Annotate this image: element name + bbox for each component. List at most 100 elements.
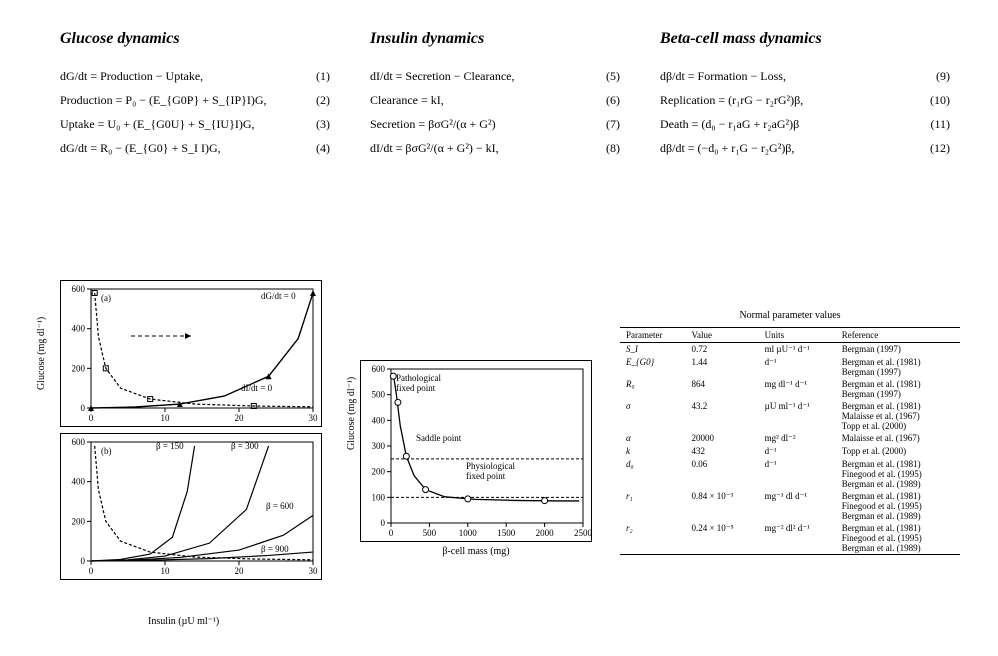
svg-text:600: 600 — [72, 437, 86, 447]
equation-number: (8) — [606, 136, 620, 160]
table-cell: 43.2 — [685, 400, 758, 432]
table-cell: α — [620, 432, 685, 445]
table-row: r₂0.24 × 10⁻⁵mg⁻² dl² d⁻¹Bergman et al. … — [620, 522, 960, 555]
svg-text:1000: 1000 — [459, 528, 478, 538]
equation-text: dG/dt = R₀ − (E_{G0} + S_I I)G, — [60, 136, 221, 160]
equation-row: Secretion = βσG²/(α + G²)(7) — [370, 112, 620, 136]
equation-number: (11) — [930, 112, 950, 136]
table-row: d₀0.06d⁻¹Bergman et al. (1981)Finegood e… — [620, 458, 960, 490]
table-cell: S_I — [620, 343, 685, 357]
table-header: Units — [759, 328, 836, 343]
chart-b-xlabel: β-cell mass (mg) — [360, 546, 592, 557]
equation-number: (7) — [606, 112, 620, 136]
svg-text:1500: 1500 — [497, 528, 516, 538]
equation-text: Production = P₀ − (E_{G0P} + S_{IP}I)G, — [60, 88, 267, 112]
insulin-column: Insulin dynamics dI/dt = Secretion − Cle… — [370, 30, 620, 160]
chart-a-ylabel: Glucose (mg dl⁻¹) — [36, 317, 47, 390]
insulin-eqs: dI/dt = Secretion − Clearance,(5)Clearan… — [370, 64, 620, 160]
table-cell: Bergman et al. (1981)Bergman (1997) — [836, 356, 960, 378]
svg-text:0: 0 — [389, 528, 394, 538]
table-cell: 1.44 — [685, 356, 758, 378]
equation-text: dI/dt = Secretion − Clearance, — [370, 64, 514, 88]
svg-text:20: 20 — [235, 566, 245, 576]
svg-text:200: 200 — [372, 467, 386, 477]
table-cell: ml µU⁻¹ d⁻¹ — [759, 343, 836, 357]
table-cell: mg⁻¹ dl d⁻¹ — [759, 490, 836, 522]
equation-number: (1) — [316, 64, 330, 88]
svg-text:400: 400 — [372, 415, 386, 425]
svg-text:(b): (b) — [101, 446, 112, 456]
svg-text:600: 600 — [72, 284, 86, 294]
table-row: σ43.2µU ml⁻¹ d⁻¹Bergman et al. (1981)Mal… — [620, 400, 960, 432]
beta-eqs: dβ/dt = Formation − Loss,(9)Replication … — [660, 64, 950, 160]
table-row: α20000mg² dl⁻²Malaisse et al. (1967) — [620, 432, 960, 445]
equation-text: Clearance = kI, — [370, 88, 444, 112]
equation-row: dI/dt = Secretion − Clearance, (5) — [370, 64, 620, 88]
svg-text:dG/dt = 0: dG/dt = 0 — [261, 291, 296, 301]
beta-column: Beta-cell mass dynamics dβ/dt = Formatio… — [660, 30, 950, 160]
svg-text:300: 300 — [372, 441, 386, 451]
svg-text:600: 600 — [372, 364, 386, 374]
equation-number: (5) — [606, 64, 620, 88]
equation-number: (2) — [316, 88, 330, 112]
table-cell: 20000 — [685, 432, 758, 445]
svg-text:10: 10 — [161, 413, 171, 423]
page: { "columns": { "glucose": { "title": "Gl… — [0, 0, 998, 656]
insulin-title: Insulin dynamics — [370, 30, 620, 48]
table-cell: r₂ — [620, 522, 685, 555]
table-cell: R₀ — [620, 378, 685, 400]
table-cell: mg² dl⁻² — [759, 432, 836, 445]
chart-b: 050010001500200025000100200300400500600P… — [360, 360, 592, 542]
svg-text:200: 200 — [72, 363, 86, 373]
equation-text: Death = (d₀ − r₁aG + r₂aG²)β — [660, 112, 799, 136]
table-header: Value — [685, 328, 758, 343]
svg-text:β = 300: β = 300 — [231, 441, 259, 451]
svg-text:0: 0 — [81, 403, 86, 413]
svg-text:fixed point: fixed point — [396, 383, 436, 393]
svg-text:Physiological: Physiological — [466, 461, 515, 471]
table-cell: Topp et al. (2000) — [836, 445, 960, 458]
table-cell: mg⁻² dl² d⁻¹ — [759, 522, 836, 555]
svg-text:2500: 2500 — [574, 528, 591, 538]
svg-text:Saddle point: Saddle point — [416, 433, 462, 443]
table-cell: Bergman (1997) — [836, 343, 960, 357]
table-cell: Bergman et al. (1981)Finegood et al. (19… — [836, 522, 960, 555]
equation-text: dG/dt = Production − Uptake, — [60, 64, 203, 88]
table-cell: Bergman et al. (1981)Finegood et al. (19… — [836, 490, 960, 522]
equation-text: Uptake = U₀ + (E_{G0U} + S_{IU}I)G, — [60, 112, 255, 136]
equation-text: dβ/dt = Formation − Loss, — [660, 64, 786, 88]
equation-number: (3) — [316, 112, 330, 136]
svg-text:dI/dt = 0: dI/dt = 0 — [241, 383, 273, 393]
chart-a-panel-1: 01020300200400600(a)dG/dt = 0dI/dt = 0 — [60, 280, 322, 427]
equation-row: Clearance = kI,(6) — [370, 88, 620, 112]
svg-text:500: 500 — [423, 528, 437, 538]
table-cell: σ — [620, 400, 685, 432]
svg-text:fixed point: fixed point — [466, 471, 506, 481]
equation-row: Death = (d₀ − r₁aG + r₂aG²)β (11) — [660, 112, 950, 136]
svg-text:β = 900: β = 900 — [261, 544, 289, 554]
equation-number: (9) — [936, 64, 950, 88]
svg-text:400: 400 — [72, 477, 86, 487]
table-cell: Malaisse et al. (1967) — [836, 432, 960, 445]
svg-text:β = 150: β = 150 — [156, 441, 184, 451]
svg-text:20: 20 — [235, 413, 245, 423]
equation-row: Replication = (r₁rG − r₂rG²)β,(10) — [660, 88, 950, 112]
table-row: S_I0.72ml µU⁻¹ d⁻¹Bergman (1997) — [620, 343, 960, 357]
table-cell: mg dl⁻¹ d⁻¹ — [759, 378, 836, 400]
table-row: r₁0.84 × 10⁻³mg⁻¹ dl d⁻¹Bergman et al. (… — [620, 490, 960, 522]
table-cell: 432 — [685, 445, 758, 458]
svg-text:30: 30 — [309, 413, 319, 423]
equation-row: dG/dt = R₀ − (E_{G0} + S_I I)G, (4) — [60, 136, 330, 160]
table-cell: 0.72 — [685, 343, 758, 357]
chart-b-wrap: Glucose (mg dl⁻¹) 0500100015002000250001… — [360, 360, 592, 557]
table-cell: r₁ — [620, 490, 685, 522]
equation-number: (4) — [316, 136, 330, 160]
table-row: E_{G0}1.44d⁻¹Bergman et al. (1981)Bergma… — [620, 356, 960, 378]
table-row: k432d⁻¹Topp et al. (2000) — [620, 445, 960, 458]
svg-text:500: 500 — [372, 390, 386, 400]
chart-b-ylabel: Glucose (mg dl⁻¹) — [346, 377, 357, 450]
equation-text: Replication = (r₁rG − r₂rG²)β, — [660, 88, 803, 112]
table-cell: d⁻¹ — [759, 356, 836, 378]
table-row: R₀864mg dl⁻¹ d⁻¹Bergman et al. (1981)Ber… — [620, 378, 960, 400]
svg-text:400: 400 — [72, 324, 86, 334]
